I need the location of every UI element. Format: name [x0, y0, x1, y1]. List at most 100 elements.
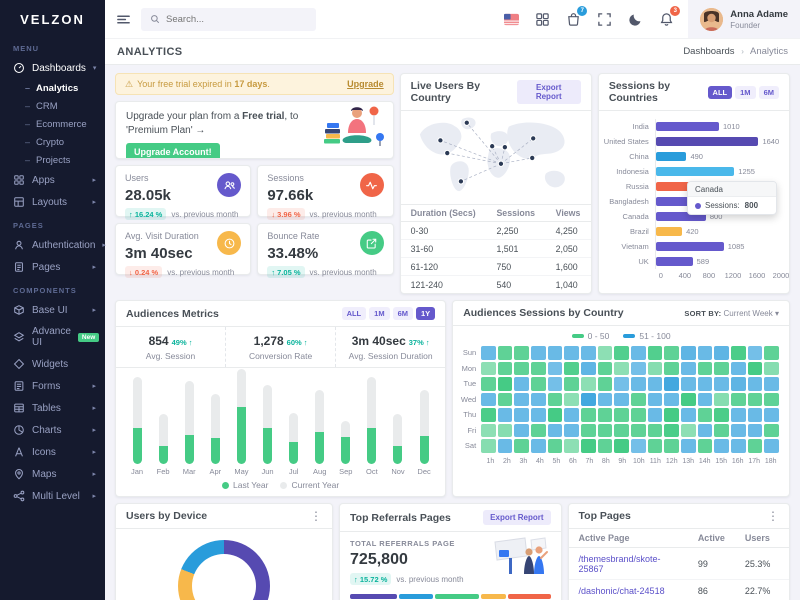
sort-by-dropdown[interactable]: SORT BY: Current Week ▾	[684, 308, 779, 318]
export-report-button[interactable]: Export Report	[516, 80, 581, 104]
sidebar-item-maps[interactable]: Maps ▸	[0, 463, 105, 485]
bar[interactable]	[655, 227, 683, 236]
heatmap-cell[interactable]	[647, 346, 663, 360]
search-input[interactable]	[166, 13, 307, 25]
sidebar-item-icons[interactable]: Icons ▸	[0, 441, 105, 463]
heatmap-cell[interactable]	[564, 377, 580, 391]
heatmap-cell[interactable]	[497, 423, 513, 437]
heatmap-cell[interactable]	[631, 408, 646, 422]
heatmap-cell[interactable]	[631, 361, 646, 375]
heatmap-cell[interactable]	[614, 361, 630, 375]
heatmap-cell[interactable]	[614, 392, 630, 406]
heatmap-cell[interactable]	[681, 377, 696, 391]
heatmap-cell[interactable]	[664, 408, 680, 422]
cart-icon[interactable]: 7	[565, 6, 588, 27]
heatmap-cell[interactable]	[547, 439, 563, 453]
heatmap-cell[interactable]	[597, 439, 613, 453]
language-flag-icon[interactable]	[503, 11, 519, 27]
heatmap-cell[interactable]	[664, 439, 680, 453]
stacked-bar-jun[interactable]	[254, 376, 280, 464]
filter-all-button[interactable]: ALL	[341, 307, 367, 320]
fullscreen-icon[interactable]	[596, 11, 612, 27]
stacked-bar-mar[interactable]	[176, 376, 202, 464]
heatmap-cell[interactable]	[614, 439, 630, 453]
bar[interactable]	[655, 197, 699, 206]
dark-mode-moon-icon[interactable]	[627, 11, 643, 27]
stacked-bar-jul[interactable]	[281, 376, 307, 464]
heatmap-cell[interactable]	[564, 361, 580, 375]
heatmap-cell[interactable]	[481, 392, 496, 406]
filter-6m-button[interactable]: 6M	[392, 307, 413, 320]
heatmap-cell[interactable]	[497, 346, 513, 360]
sidebar-item-advance-ui[interactable]: Advance UI New	[0, 321, 105, 353]
heatmap-cell[interactable]	[731, 377, 746, 391]
bar[interactable]	[655, 137, 759, 146]
heatmap-cell[interactable]	[664, 346, 680, 360]
stacked-bar-dec[interactable]	[411, 376, 437, 464]
heatmap-cell[interactable]	[697, 408, 713, 422]
heatmap-cell[interactable]	[597, 408, 613, 422]
heatmap-cell[interactable]	[547, 361, 563, 375]
heatmap-cell[interactable]	[514, 392, 530, 406]
heatmap-cell[interactable]	[531, 423, 546, 437]
heatmap-cell[interactable]	[681, 423, 696, 437]
heatmap-cell[interactable]	[647, 408, 663, 422]
stacked-bar-nov[interactable]	[385, 376, 411, 464]
heatmap-cell[interactable]	[714, 392, 730, 406]
heatmap-cell[interactable]	[764, 377, 779, 391]
heatmap-cell[interactable]	[697, 392, 713, 406]
heatmap-cell[interactable]	[481, 377, 496, 391]
heatmap-cell[interactable]	[581, 361, 596, 375]
heatmap-cell[interactable]	[664, 392, 680, 406]
heatmap-cell[interactable]	[614, 408, 630, 422]
heatmap-cell[interactable]	[731, 361, 746, 375]
heatmap-cell[interactable]	[697, 361, 713, 375]
heatmap-cell[interactable]	[597, 423, 613, 437]
heatmap-cell[interactable]	[514, 377, 530, 391]
bar[interactable]	[655, 122, 720, 131]
heatmap-cell[interactable]	[547, 392, 563, 406]
heatmap-cell[interactable]	[714, 408, 730, 422]
heatmap-cell[interactable]	[731, 439, 746, 453]
filter-1m-button[interactable]: 1M	[735, 85, 756, 99]
heatmap-cell[interactable]	[564, 408, 580, 422]
filter-1y-button[interactable]: 1Y	[416, 307, 436, 320]
alert-upgrade-link[interactable]: Upgrade	[347, 79, 384, 89]
heatmap-cell[interactable]	[614, 346, 630, 360]
heatmap-cell[interactable]	[514, 346, 530, 360]
sidebar-subitem-ecommerce[interactable]: – Ecommerce	[25, 118, 87, 130]
heatmap-cell[interactable]	[647, 439, 663, 453]
sidebar-subitem-crypto[interactable]: – Crypto	[25, 136, 64, 148]
sidebar-item-forms[interactable]: Forms ▸	[0, 375, 105, 397]
bar[interactable]	[655, 212, 706, 221]
sidebar-item-charts[interactable]: Charts ▸	[0, 419, 105, 441]
heatmap-cell[interactable]	[747, 361, 763, 375]
heatmap-cell[interactable]	[664, 361, 680, 375]
heatmap-cell[interactable]	[614, 377, 630, 391]
heatmap-cell[interactable]	[481, 408, 496, 422]
stacked-bar-sep[interactable]	[333, 376, 359, 464]
heatmap-cell[interactable]	[614, 423, 630, 437]
brand-logo[interactable]: VELZON	[20, 12, 85, 27]
heatmap-cell[interactable]	[631, 423, 646, 437]
heatmap-cell[interactable]	[647, 377, 663, 391]
sidebar-subitem-crm[interactable]: – CRM	[25, 100, 58, 112]
heatmap-cell[interactable]	[531, 408, 546, 422]
heatmap-cell[interactable]	[564, 346, 580, 360]
heatmap-cell[interactable]	[581, 423, 596, 437]
heatmap-cell[interactable]	[764, 423, 779, 437]
heatmap-cell[interactable]	[764, 361, 779, 375]
heatmap-cell[interactable]	[497, 392, 513, 406]
heatmap-cell[interactable]	[631, 346, 646, 360]
heatmap-cell[interactable]	[531, 361, 546, 375]
heatmap-cell[interactable]	[481, 439, 496, 453]
heatmap-cell[interactable]	[514, 361, 530, 375]
heatmap-cell[interactable]	[597, 377, 613, 391]
heatmap-cell[interactable]	[747, 423, 763, 437]
heatmap-cell[interactable]	[747, 439, 763, 453]
heatmap-cell[interactable]	[597, 392, 613, 406]
heatmap-cell[interactable]	[531, 439, 546, 453]
page-link[interactable]: /themesbrand/skote-25867	[568, 547, 688, 580]
sidebar-subitem-analytics[interactable]: – Analytics	[25, 82, 79, 94]
heatmap-cell[interactable]	[597, 361, 613, 375]
